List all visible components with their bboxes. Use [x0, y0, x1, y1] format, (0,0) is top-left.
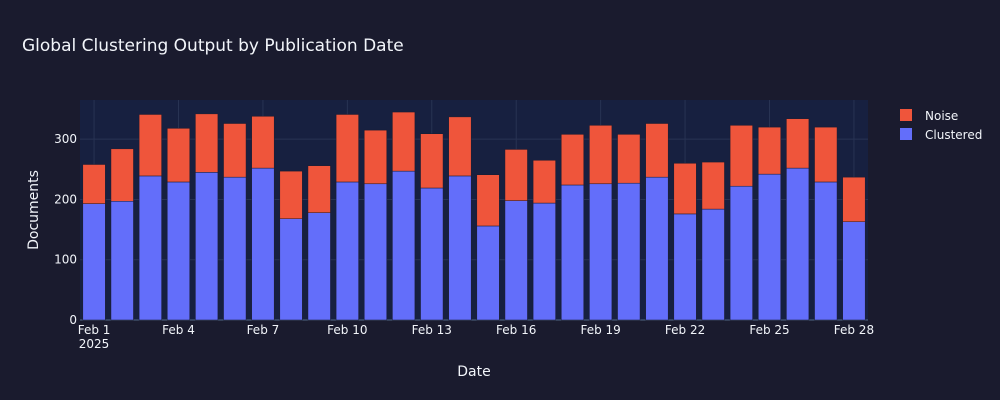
x-tick-label: Feb 25: [749, 323, 789, 337]
bar-noise-2025-02-03: [138, 114, 162, 177]
legend-label-noise: Noise: [925, 109, 958, 123]
bar-clustered-2025-02-21: [645, 176, 669, 321]
axis-ticks: 0 100 200 300 Feb 1 Feb 4 Feb 7 Feb 10 Feb 13 Feb…: [54, 132, 874, 337]
bar-clustered-2025-02-19: [589, 183, 613, 321]
bar-clustered-2025-02-28: [842, 221, 866, 321]
bar-clustered-2025-02-01: [82, 203, 106, 321]
bar-noise-2025-02-04: [166, 128, 191, 183]
y-tick-label: 200: [54, 192, 77, 206]
bar-noise-2025-02-25: [757, 126, 782, 175]
bar-noise-2025-02-15: [476, 174, 500, 227]
bar-noise-2025-02-07: [251, 116, 275, 169]
bar-clustered-2025-02-08: [279, 218, 303, 321]
bar-noise-2025-02-24: [729, 125, 753, 187]
bar-noise-2025-02-20: [617, 134, 641, 184]
bar-clustered-2025-02-05: [195, 172, 219, 321]
bar-clustered-2025-02-13: [420, 187, 444, 321]
y-tick-label: 0: [69, 313, 77, 327]
bar-clustered-2025-02-02: [110, 201, 134, 321]
x-tick-label: Feb 7: [247, 323, 280, 337]
bar-noise-2025-02-13: [420, 133, 444, 189]
legend-swatch-clustered: [900, 128, 912, 140]
x-year-label: 2025: [79, 337, 110, 351]
bar-clustered-2025-02-25: [757, 173, 782, 321]
bar-noise-2025-02-05: [195, 113, 219, 173]
bar-noise-2025-02-10: [335, 114, 359, 183]
bar-clustered-2025-02-09: [307, 212, 331, 321]
chart-title: Global Clustering Output by Publication …: [22, 36, 404, 56]
bar-clustered-2025-02-12: [392, 170, 416, 321]
bar-clustered-2025-02-04: [166, 181, 191, 321]
bars: [82, 111, 866, 321]
bar-clustered-2025-02-07: [251, 167, 275, 321]
x-axis-title: Date: [457, 364, 490, 380]
bar-clustered-2025-02-11: [363, 183, 388, 321]
bar-noise-2025-02-11: [363, 129, 388, 185]
y-axis-title: Documents: [26, 170, 42, 250]
bar-noise-2025-02-28: [842, 176, 866, 223]
bar-noise-2025-02-21: [645, 123, 669, 178]
bar-clustered-2025-02-16: [504, 200, 528, 321]
bar-noise-2025-02-14: [448, 116, 472, 177]
bar-noise-2025-02-16: [504, 149, 528, 201]
x-tick-label: Feb 19: [580, 323, 620, 337]
x-tick-label: Feb 10: [327, 323, 367, 337]
bar-noise-2025-02-09: [307, 165, 331, 213]
y-tick-label: 300: [54, 132, 77, 146]
y-tick-label: 100: [54, 253, 77, 267]
bar-clustered-2025-02-27: [814, 181, 838, 321]
x-tick-label: Feb 16: [496, 323, 536, 337]
bar-noise-2025-02-12: [392, 111, 416, 172]
bar-noise-2025-02-22: [673, 163, 697, 215]
bar-noise-2025-02-01: [82, 164, 106, 204]
bar-noise-2025-02-27: [814, 126, 838, 183]
bar-noise-2025-02-26: [786, 118, 810, 169]
x-tick-label: Feb 4: [162, 323, 195, 337]
x-tick-label: Feb 28: [834, 323, 874, 337]
bar-clustered-2025-02-24: [729, 185, 753, 321]
bar-noise-2025-02-17: [532, 160, 556, 204]
bar-noise-2025-02-02: [110, 148, 134, 202]
bar-noise-2025-02-06: [223, 123, 247, 178]
bar-clustered-2025-02-23: [701, 208, 725, 321]
bar-noise-2025-02-23: [701, 161, 725, 210]
bar-clustered-2025-02-17: [532, 202, 556, 321]
legend: Noise Clustered: [900, 109, 982, 142]
bar-noise-2025-02-08: [279, 170, 303, 219]
bar-clustered-2025-02-15: [476, 225, 500, 321]
legend-label-clustered: Clustered: [925, 128, 982, 142]
x-tick-label: Feb 1: [78, 323, 111, 337]
bar-noise-2025-02-19: [589, 125, 613, 185]
x-tick-label: Feb 22: [665, 323, 705, 337]
bar-clustered-2025-02-03: [138, 175, 162, 321]
bar-clustered-2025-02-06: [223, 176, 247, 321]
legend-swatch-noise: [900, 109, 912, 121]
bar-clustered-2025-02-14: [448, 175, 472, 321]
bar-noise-2025-02-18: [560, 134, 585, 186]
bar-clustered-2025-02-10: [335, 181, 359, 321]
bar-clustered-2025-02-22: [673, 213, 697, 321]
bar-clustered-2025-02-20: [617, 182, 641, 321]
bar-clustered-2025-02-26: [786, 167, 810, 321]
x-tick-label: Feb 13: [412, 323, 452, 337]
bar-clustered-2025-02-18: [560, 184, 585, 321]
